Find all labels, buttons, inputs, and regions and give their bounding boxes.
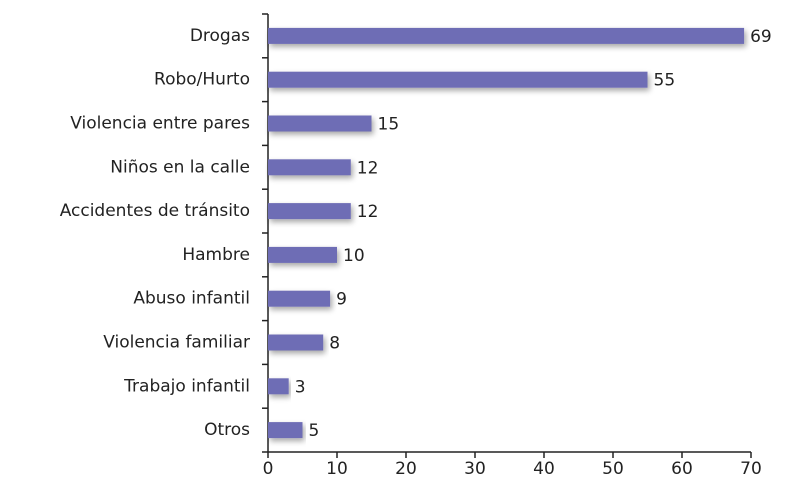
bar (268, 246, 337, 263)
bar (268, 27, 745, 44)
bar (268, 71, 648, 88)
y-tick-label: Trabajo infantil (123, 376, 250, 396)
y-tick-label: Accidentes de tránsito (60, 201, 250, 221)
x-tick-label: 20 (395, 459, 417, 479)
y-tick-label: Robo/Hurto (154, 70, 250, 90)
bar (268, 115, 372, 132)
value-label: 5 (309, 421, 320, 441)
value-label: 69 (750, 27, 772, 47)
x-tick-label: 50 (602, 459, 624, 479)
y-tick-label: Niños en la calle (110, 157, 250, 177)
y-tick-label: Hambre (182, 245, 250, 265)
x-tick-label: 0 (263, 459, 274, 479)
y-tick-label: Abuso infantil (133, 289, 250, 309)
bar (268, 334, 324, 351)
value-label: 9 (336, 290, 347, 310)
x-tick-label: 60 (671, 459, 693, 479)
value-label: 12 (357, 202, 379, 222)
value-label: 15 (378, 115, 400, 135)
bar (268, 378, 289, 395)
x-tick-label: 40 (533, 459, 555, 479)
x-tick-label: 30 (464, 459, 486, 479)
value-label: 55 (654, 71, 676, 91)
x-tick-label: 10 (326, 459, 348, 479)
value-label: 10 (343, 246, 365, 266)
value-label: 12 (357, 158, 379, 178)
value-label: 3 (295, 377, 306, 397)
bar (268, 203, 351, 220)
y-tick-label: Drogas (190, 26, 250, 46)
bar (268, 290, 331, 307)
y-tick-label: Otros (204, 420, 250, 440)
bar (268, 159, 351, 176)
bar (268, 422, 303, 439)
y-tick-label: Violencia familiar (103, 333, 250, 353)
x-tick-label: 70 (740, 459, 762, 479)
value-label: 8 (329, 334, 340, 354)
y-tick-label: Violencia entre pares (70, 114, 250, 134)
